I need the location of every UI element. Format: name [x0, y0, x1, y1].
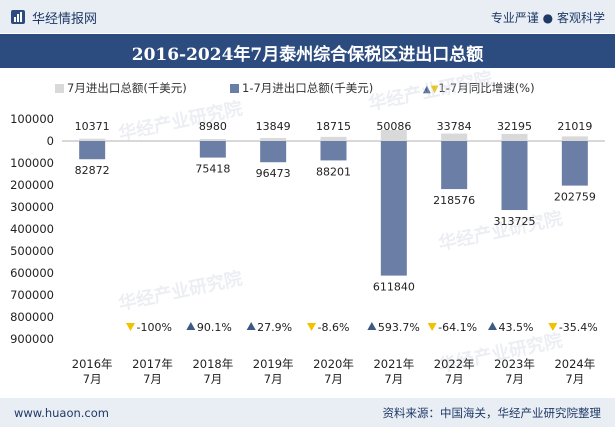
growth-value-label: -8.6% — [318, 321, 350, 334]
month-value-label: 10371 — [75, 120, 110, 133]
cumulative-bar — [260, 141, 287, 163]
x-tick-label: 2024年 7月 — [554, 357, 595, 386]
month-value-label: 33784 — [437, 120, 472, 133]
x-tick-label: 2017年 7月 — [132, 357, 173, 386]
month-bar — [320, 136, 347, 141]
cumulative-value-label: 88201 — [316, 165, 351, 178]
legend-up-triangle-icon: ▲ — [423, 84, 431, 95]
cumulative-bar — [561, 141, 588, 186]
growth-value-label: 27.9% — [257, 321, 292, 334]
legend-swatch-cumulative — [230, 84, 239, 93]
y-tick-label: 100000 — [10, 156, 54, 170]
month-bar — [561, 136, 588, 141]
x-tick-label: 2018年 7月 — [192, 357, 233, 386]
month-value-label: 21019 — [557, 120, 592, 133]
month-bar — [260, 137, 287, 141]
y-tick-label: 400000 — [10, 222, 54, 236]
month-value-label: 8980 — [199, 120, 227, 133]
legend-item-month: 7月进出口总额(千美元) — [55, 80, 187, 96]
growth-value-label: -64.1% — [438, 321, 477, 334]
y-tick-label: 300000 — [10, 200, 54, 214]
x-tick-label: 2021年 7月 — [373, 357, 414, 386]
footer-bar — [0, 398, 615, 427]
legend-label-cumulative: 1-7月进出口总额(千美元) — [242, 81, 374, 95]
cumulative-value-label: 202759 — [554, 191, 596, 204]
legend-item-cumulative: 1-7月进出口总额(千美元) — [230, 80, 373, 96]
growth-value-label: 90.1% — [197, 321, 232, 334]
cumulative-bar — [79, 141, 106, 160]
legend-down-triangle-icon: ▼ — [430, 84, 439, 95]
growth-up-marker — [246, 322, 256, 330]
legend: 7月进出口总额(千美元) 1-7月进出口总额(千美元) ▲▼1-7月同比增速(%… — [0, 78, 615, 98]
cumulative-value-label: 96473 — [256, 167, 291, 180]
growth-down-marker — [427, 323, 437, 331]
growth-value-label: 593.7% — [378, 321, 420, 334]
y-tick-label: 900000 — [10, 332, 54, 346]
cumulative-value-label: 313725 — [494, 215, 536, 228]
growth-down-marker — [126, 323, 135, 331]
cumulative-value-label: 611840 — [373, 281, 415, 294]
growth-up-marker — [367, 322, 377, 330]
cumulative-bar — [441, 141, 468, 190]
cumulative-bar — [199, 141, 226, 158]
y-tick-label: 500000 — [10, 244, 54, 258]
y-tick-label: 700000 — [10, 288, 54, 302]
chart-title: 2016-2024年7月泰州综合保税区进出口总额 — [131, 45, 484, 65]
month-bar — [380, 129, 407, 141]
growth-value-label: -100% — [137, 321, 172, 334]
month-value-label: 18715 — [316, 120, 351, 133]
y-tick-label: 100000 — [10, 112, 54, 126]
month-bar — [441, 133, 468, 141]
month-value-label: 13849 — [256, 120, 291, 133]
tagline-left: 专业严谨 — [490, 11, 539, 25]
cumulative-bar — [320, 141, 347, 161]
y-tick-label: 0 — [47, 134, 54, 148]
growth-value-label: -35.4% — [559, 321, 598, 334]
legend-item-growth: ▲▼1-7月同比增速(%) — [423, 80, 535, 96]
top-bar — [0, 0, 615, 33]
month-bar — [199, 139, 226, 141]
x-tick-label: 2019年 7月 — [253, 357, 294, 386]
growth-value-label: 43.5% — [499, 321, 534, 334]
x-tick-label: 2023年 7月 — [494, 357, 535, 386]
title-bar — [0, 34, 615, 68]
growth-up-marker — [488, 322, 497, 330]
brand-name: 华经情报网 — [32, 12, 98, 27]
cumulative-value-label: 218576 — [433, 194, 475, 207]
legend-label-month: 7月进出口总额(千美元) — [67, 81, 187, 95]
growth-down-marker — [307, 323, 316, 331]
month-value-label: 50086 — [376, 120, 411, 133]
cumulative-value-label: 82872 — [75, 164, 110, 177]
watermark-3: 华经产业研究院 — [116, 267, 244, 315]
watermark-0: 华经产业研究院 — [366, 67, 494, 115]
growth-down-marker — [548, 323, 558, 331]
cumulative-bar — [501, 141, 528, 211]
x-tick-label: 2022年 7月 — [434, 357, 475, 386]
x-tick-label: 2016年 7月 — [72, 357, 113, 386]
footer-source: 资料来源：中国海关，华经产业研究院整理 — [382, 406, 602, 420]
legend-swatch-month — [55, 84, 64, 93]
tagline: 专业严谨 ● 客观科学 — [491, 9, 605, 26]
cumulative-value-label: 75418 — [195, 163, 230, 176]
footer-site: www.huaon.com — [14, 406, 109, 420]
legend-label-growth: 1-7月同比增速(%) — [438, 81, 535, 95]
cumulative-bar — [380, 141, 407, 276]
month-bar — [79, 138, 106, 141]
y-tick-label: 600000 — [10, 266, 54, 280]
x-tick-label: 2020年 7月 — [313, 357, 354, 386]
tagline-separator: ● — [542, 11, 554, 25]
tagline-right: 客观科学 — [556, 11, 605, 25]
month-bar — [501, 133, 528, 141]
logo-icon — [11, 10, 25, 24]
month-value-label: 32195 — [497, 120, 532, 133]
growth-up-marker — [186, 322, 196, 330]
y-tick-label: 200000 — [10, 178, 54, 192]
y-tick-label: 800000 — [10, 310, 54, 324]
